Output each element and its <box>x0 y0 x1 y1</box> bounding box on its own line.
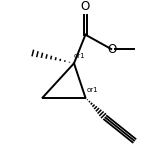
Text: O: O <box>81 0 90 12</box>
Text: or1: or1 <box>87 87 99 93</box>
Text: or1: or1 <box>74 53 86 59</box>
Text: O: O <box>107 43 116 55</box>
